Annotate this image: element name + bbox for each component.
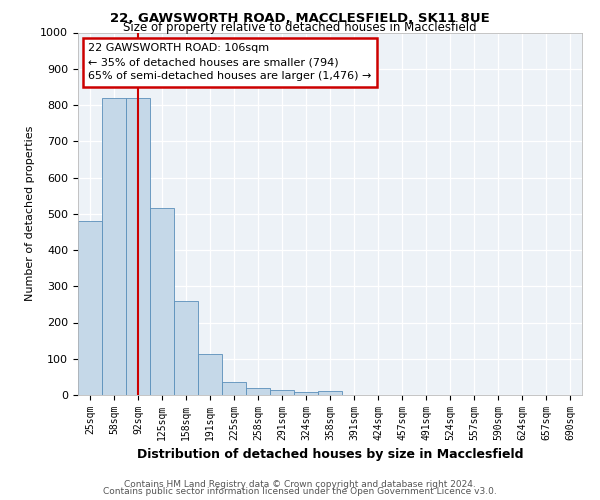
- Y-axis label: Number of detached properties: Number of detached properties: [25, 126, 35, 302]
- Bar: [150, 208, 174, 395]
- X-axis label: Distribution of detached houses by size in Macclesfield: Distribution of detached houses by size …: [137, 448, 523, 462]
- Bar: [246, 388, 270, 395]
- Bar: [222, 382, 246, 395]
- Bar: [318, 392, 342, 395]
- Bar: [78, 221, 102, 395]
- Text: Contains HM Land Registry data © Crown copyright and database right 2024.: Contains HM Land Registry data © Crown c…: [124, 480, 476, 489]
- Bar: [270, 390, 294, 395]
- Bar: [174, 300, 198, 395]
- Bar: [198, 354, 222, 395]
- Bar: [294, 392, 318, 395]
- Bar: [126, 98, 150, 395]
- Text: 22, GAWSWORTH ROAD, MACCLESFIELD, SK11 8UE: 22, GAWSWORTH ROAD, MACCLESFIELD, SK11 8…: [110, 12, 490, 26]
- Bar: [102, 98, 126, 395]
- Text: 22 GAWSWORTH ROAD: 106sqm
← 35% of detached houses are smaller (794)
65% of semi: 22 GAWSWORTH ROAD: 106sqm ← 35% of detac…: [88, 44, 371, 82]
- Text: Size of property relative to detached houses in Macclesfield: Size of property relative to detached ho…: [123, 22, 477, 35]
- Text: Contains public sector information licensed under the Open Government Licence v3: Contains public sector information licen…: [103, 487, 497, 496]
